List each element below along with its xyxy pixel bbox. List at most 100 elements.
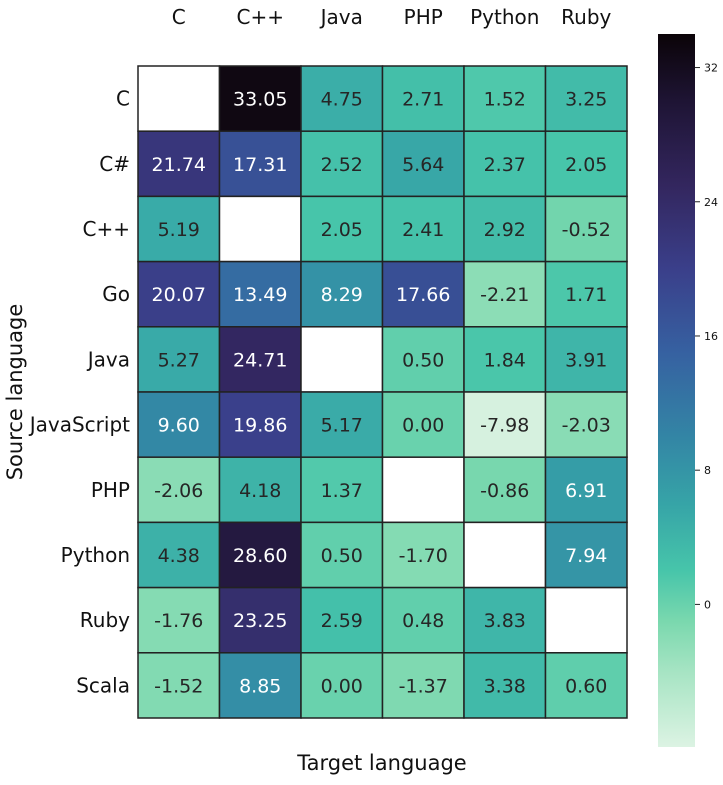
heatmap-cell bbox=[300, 260, 384, 328]
x-tick-label: Python bbox=[470, 5, 539, 29]
cell-value-label: 2.37 bbox=[484, 154, 526, 176]
heatmap-cell bbox=[381, 260, 465, 328]
heatmap-cell bbox=[463, 652, 547, 719]
heatmap-cell bbox=[544, 521, 628, 589]
heatmap-cell bbox=[137, 195, 221, 263]
x-tick-label: C++ bbox=[237, 5, 284, 29]
heatmap-cell bbox=[381, 391, 465, 458]
heatmap-cell bbox=[137, 326, 221, 393]
y-tick-label: Java bbox=[86, 347, 130, 371]
colorbar-tick-label: 32 bbox=[704, 62, 718, 75]
cell-value-label: 2.92 bbox=[484, 219, 526, 241]
cell-value-label: 6.91 bbox=[565, 480, 607, 502]
heatmap-cell bbox=[137, 652, 221, 719]
cell-value-label: 5.19 bbox=[158, 219, 200, 241]
heatmap-cell bbox=[300, 326, 384, 393]
cell-value-label: 5.27 bbox=[158, 349, 200, 371]
cell-value-label: 1.52 bbox=[484, 89, 526, 111]
heatmap-cell bbox=[381, 65, 465, 132]
cell-value-label: 17.31 bbox=[233, 154, 287, 176]
cell-value-label: 3.38 bbox=[484, 675, 526, 697]
heatmap-cell bbox=[300, 456, 384, 524]
y-tick-labels: C C# C++ Go Java JavaScript PHP Python Ruby Scala bbox=[28, 87, 130, 698]
y-axis-label: Source language bbox=[3, 304, 27, 481]
colorbar-ticks: 32 24 16 8 0 bbox=[695, 62, 718, 611]
y-tick-label: C++ bbox=[83, 217, 130, 241]
x-tick-label: PHP bbox=[404, 5, 443, 29]
colorbar-tick-label: 16 bbox=[704, 330, 718, 343]
y-tick-label: C bbox=[116, 87, 130, 111]
cell-value-label: 3.83 bbox=[484, 610, 526, 632]
heatmap-cell bbox=[137, 130, 221, 198]
heatmap-cell bbox=[300, 130, 384, 198]
cell-value-label: -2.06 bbox=[154, 480, 203, 502]
heatmap-cell bbox=[218, 521, 302, 589]
cell-value-label: 2.71 bbox=[402, 89, 444, 111]
heatmap-cell bbox=[463, 260, 547, 328]
cell-value-label: -7.98 bbox=[480, 415, 529, 437]
cell-value-label: 0.00 bbox=[321, 675, 363, 697]
heatmap-cell-labels: 33.05 4.75 2.71 1.52 3.25 21.74 17.31 2.52 5.64 2… bbox=[152, 89, 611, 698]
heatmap-cell bbox=[544, 391, 628, 458]
cell-value-label: 4.18 bbox=[239, 480, 281, 502]
cell-value-label: 4.75 bbox=[321, 89, 363, 111]
colorbar-tick-label: 24 bbox=[704, 196, 718, 209]
heatmap-cell bbox=[218, 652, 302, 719]
colorbar-tick-label: 8 bbox=[704, 464, 711, 477]
y-tick-label: Ruby bbox=[80, 608, 130, 632]
cell-value-label: 5.64 bbox=[402, 154, 444, 176]
cell-value-label: 2.59 bbox=[321, 610, 363, 632]
cell-value-label: -1.37 bbox=[399, 675, 448, 697]
cell-value-label: 21.74 bbox=[152, 154, 206, 176]
y-tick-label: Scala bbox=[76, 673, 130, 697]
cell-value-label: 2.41 bbox=[402, 219, 444, 241]
heatmap-cell bbox=[218, 260, 302, 328]
cell-value-label: 2.52 bbox=[321, 154, 363, 176]
heatmap-cell bbox=[137, 65, 221, 132]
cell-value-label: 23.25 bbox=[233, 610, 287, 632]
heatmap-cell bbox=[463, 586, 547, 654]
cell-value-label: 0.48 bbox=[402, 610, 444, 632]
heatmap-cell bbox=[137, 391, 221, 458]
y-tick-label: JavaScript bbox=[28, 413, 130, 437]
heatmap-cell bbox=[463, 456, 547, 524]
cell-value-label: 2.05 bbox=[321, 219, 363, 241]
cell-value-label: 0.50 bbox=[321, 545, 363, 567]
heatmap-cell bbox=[218, 586, 302, 654]
cell-value-label: -1.52 bbox=[154, 675, 203, 697]
cell-value-label: 13.49 bbox=[233, 284, 287, 306]
heatmap-cell bbox=[218, 195, 302, 263]
colorbar: 32 24 16 8 0 bbox=[658, 34, 718, 747]
heatmap-cell bbox=[544, 652, 628, 719]
heatmap-cell bbox=[137, 521, 221, 589]
colorbar-tick-label: 0 bbox=[704, 598, 711, 611]
cell-value-label: -2.03 bbox=[562, 415, 611, 437]
heatmap-cell bbox=[300, 652, 384, 719]
x-tick-label: C bbox=[172, 5, 186, 29]
heatmap-cell bbox=[381, 456, 465, 524]
cell-value-label: 5.17 bbox=[321, 415, 363, 437]
cell-value-label: 17.66 bbox=[396, 284, 450, 306]
cell-value-label: 1.71 bbox=[565, 284, 607, 306]
cell-value-label: 0.00 bbox=[402, 415, 444, 437]
heatmap-cell bbox=[300, 586, 384, 654]
cell-value-label: -0.86 bbox=[480, 480, 529, 502]
heatmap-cell bbox=[544, 586, 628, 654]
heatmap-cell bbox=[381, 586, 465, 654]
cell-value-label: 0.50 bbox=[402, 349, 444, 371]
heatmap-cell bbox=[137, 260, 221, 328]
x-tick-labels: C C++ Java PHP Python Ruby bbox=[172, 5, 612, 29]
heatmap-cells bbox=[137, 65, 628, 719]
cell-value-label: 19.86 bbox=[233, 415, 287, 437]
y-tick-label: PHP bbox=[91, 478, 130, 502]
cell-value-label: 8.85 bbox=[239, 675, 281, 697]
cell-value-label: -0.52 bbox=[562, 219, 611, 241]
cell-value-label: 8.29 bbox=[321, 284, 363, 306]
colorbar-gradient bbox=[658, 34, 695, 747]
heatmap-cell bbox=[300, 65, 384, 132]
cell-value-label: -2.21 bbox=[480, 284, 529, 306]
heatmap-cell bbox=[544, 326, 628, 393]
cell-value-label: 7.94 bbox=[565, 545, 607, 567]
heatmap-cell bbox=[381, 521, 465, 589]
